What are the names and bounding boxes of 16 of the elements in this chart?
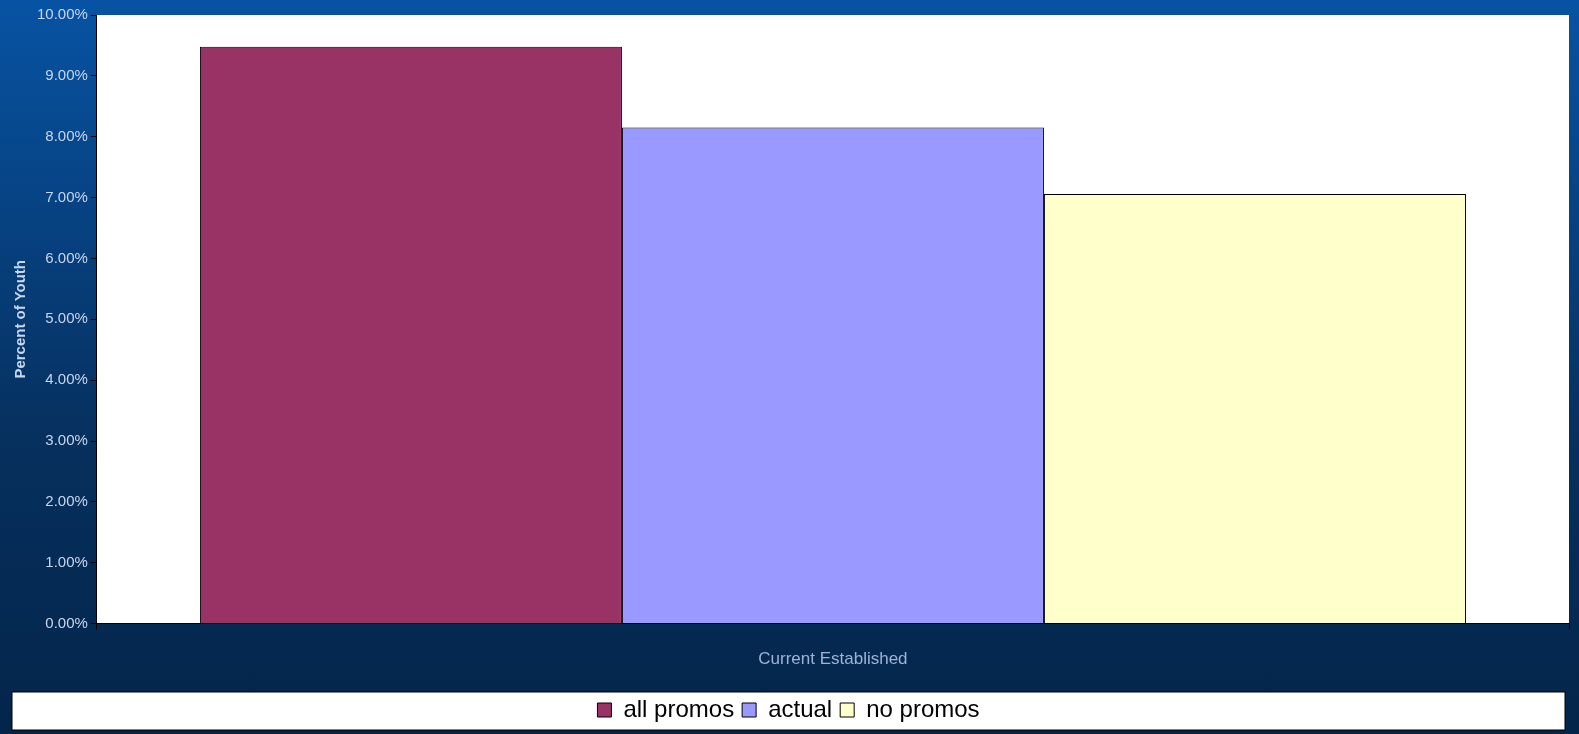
y-tick-label: 0.00% xyxy=(45,613,88,631)
y-tick-label: 8.00% xyxy=(45,126,88,144)
legend-label: actual xyxy=(768,694,833,722)
y-tick-label: 10.00% xyxy=(37,5,88,23)
y-tick-label: 6.00% xyxy=(45,248,88,266)
y-tick-label: 2.00% xyxy=(45,492,88,510)
y-tick-label: 7.00% xyxy=(45,187,88,205)
y-tick-label: 4.00% xyxy=(45,370,88,388)
y-axis-title: Percent of Youth xyxy=(11,259,29,379)
y-tick-label: 9.00% xyxy=(45,66,88,83)
legend-label: all promos xyxy=(623,694,735,722)
y-tick-label: 1.00% xyxy=(45,552,88,570)
y-tick-label: 3.00% xyxy=(45,431,88,449)
x-tick-label: Current Established xyxy=(758,649,908,669)
y-tick-label: 5.00% xyxy=(45,309,88,327)
legend-label: no promos xyxy=(866,694,980,722)
